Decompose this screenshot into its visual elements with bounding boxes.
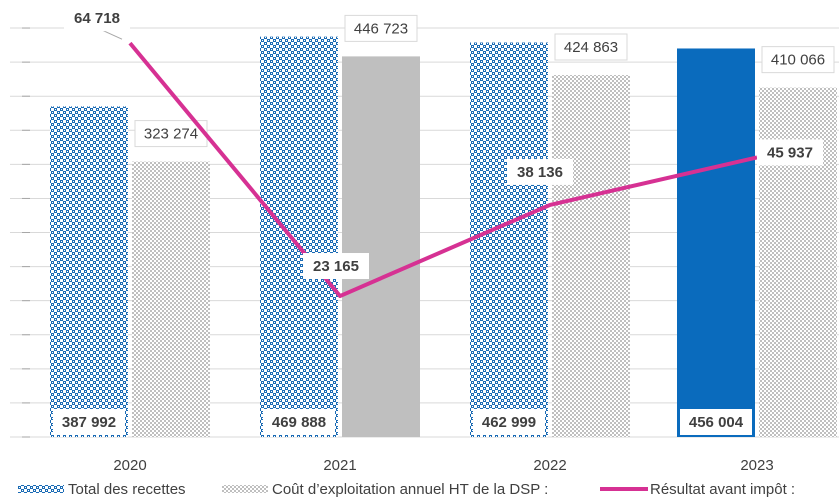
bar-label: 462 999 <box>482 414 536 431</box>
x-tick-label: 2020 <box>113 457 146 474</box>
line-label-bg <box>757 139 823 166</box>
bar <box>260 36 338 437</box>
bar-label-bg <box>473 409 545 435</box>
x-tick-label: 2021 <box>323 457 356 474</box>
bar-label-bg <box>680 409 752 435</box>
legend-label: Total des recettes <box>68 481 186 498</box>
line-label-bg <box>303 253 369 280</box>
bar-label-bg <box>554 33 628 61</box>
legend-label: Coût d’exploitation annuel HT de la DSP … <box>272 481 548 498</box>
bar <box>342 56 420 438</box>
line-label: 23 165 <box>313 258 359 275</box>
x-tick-label: 2023 <box>740 457 773 474</box>
line-label-bg <box>507 158 573 185</box>
bar-label: 469 888 <box>272 414 326 431</box>
bar-label: 446 723 <box>354 20 408 37</box>
bar <box>677 48 755 438</box>
line-label: 64 718 <box>74 10 120 27</box>
bar-label-bg <box>344 14 418 42</box>
x-tick-label: 2022 <box>533 457 566 474</box>
legend-label: Résultat avant impôt : <box>650 481 795 498</box>
bar-label: 387 992 <box>62 414 116 431</box>
bar-label-bg <box>761 46 835 74</box>
bar-label: 323 274 <box>144 126 198 143</box>
bar <box>132 161 210 437</box>
legend-swatch <box>18 485 64 493</box>
line-label: 38 136 <box>517 164 563 181</box>
bar-label: 456 004 <box>689 414 744 431</box>
bar-label: 424 863 <box>564 39 618 56</box>
bar-label-bg <box>263 409 335 435</box>
bar-label-bg <box>53 409 125 435</box>
bar-label-bg <box>134 120 208 148</box>
line-label-bg <box>64 5 130 32</box>
bar <box>470 42 548 438</box>
bar-label: 410 066 <box>771 52 825 69</box>
bar <box>552 75 630 437</box>
bar <box>50 106 128 437</box>
line <box>128 41 758 299</box>
legend-swatch <box>222 485 268 493</box>
line-label: 45 937 <box>767 144 813 161</box>
